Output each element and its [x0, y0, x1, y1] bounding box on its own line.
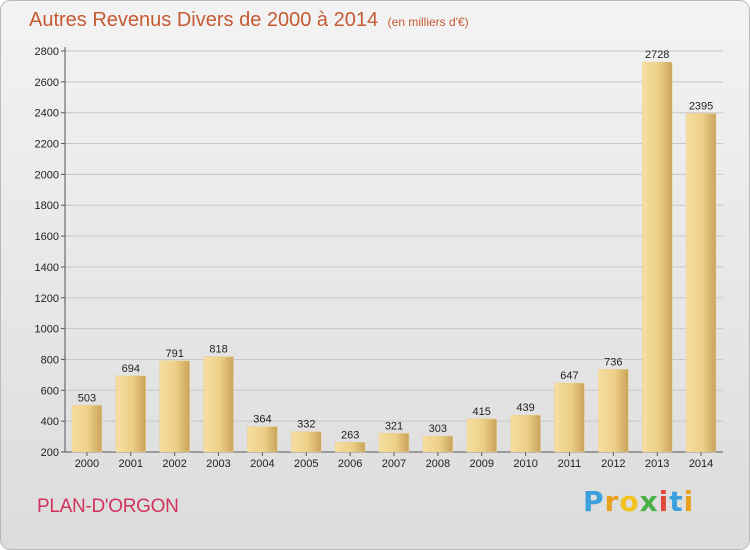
logo-letter: t: [669, 485, 684, 518]
x-tick-label-2010: 2010: [513, 458, 537, 470]
bar-2005: [291, 431, 322, 453]
bars: [71, 61, 717, 453]
logo-letter: i: [658, 485, 670, 518]
x-tick-label-2008: 2008: [426, 458, 450, 470]
y-tick-label: 1800: [35, 200, 59, 212]
city-name: PLAN-D'ORGON: [37, 496, 179, 517]
x-tick-label-2006: 2006: [338, 458, 362, 470]
x-tick-label-2004: 2004: [250, 458, 274, 470]
bar-2007: [378, 433, 410, 453]
y-tick-label: 600: [41, 385, 59, 397]
bar-2000: [71, 405, 103, 453]
value-label-2005: 332: [297, 419, 315, 431]
bar-2003: [203, 356, 234, 453]
value-label-2000: 503: [78, 392, 96, 404]
value-label-2014: 2395: [689, 100, 713, 112]
value-label-2003: 818: [209, 344, 227, 356]
y-tick-label: 2400: [35, 108, 59, 120]
logo-letter: o: [619, 485, 640, 518]
bar-2014: [685, 113, 717, 453]
chart-unit: (en milliers d'€): [387, 15, 469, 29]
bar-2004: [247, 426, 278, 453]
value-label-2013: 2728: [645, 49, 669, 61]
x-tick-label-2012: 2012: [601, 458, 625, 470]
logo-letter: x: [639, 485, 659, 518]
chart-title-text: Autres Revenus Divers de 2000 à 2014: [29, 9, 379, 31]
x-tick-label-2014: 2014: [689, 458, 713, 470]
proxiti-logo: Proxiti: [583, 485, 694, 518]
y-tick-label: 1200: [35, 293, 59, 305]
y-tick-label: 2800: [35, 46, 59, 58]
value-label-2002: 791: [165, 348, 183, 360]
bar-2001: [115, 375, 146, 453]
y-tick-label: 2200: [35, 139, 59, 151]
y-tick-label: 2000: [35, 169, 59, 181]
y-tick-label: 2600: [35, 77, 59, 89]
bar-2012: [598, 369, 629, 453]
logo-letter: P: [583, 485, 605, 518]
value-label-2009: 415: [473, 406, 491, 418]
chart-title: Autres Revenus Divers de 2000 à 2014 (en…: [29, 9, 469, 32]
y-tick-label: 1000: [35, 324, 59, 336]
y-tick-label: 1400: [35, 262, 59, 274]
value-label-2007: 321: [385, 420, 403, 432]
y-tick-label: 200: [41, 447, 59, 459]
value-label-2004: 364: [253, 414, 271, 426]
x-tick-label-2002: 2002: [162, 458, 186, 470]
bar-2011: [554, 382, 585, 453]
labels: 200 400 600 800 1000 1200 1400 1600 1800 2000 2200…: [35, 46, 714, 470]
value-label-2008: 303: [429, 423, 447, 435]
value-label-2006: 263: [341, 429, 359, 441]
x-tick-label-2011: 2011: [558, 458, 582, 470]
x-tick-label-2001: 2001: [119, 458, 143, 470]
bar-2009: [466, 418, 497, 453]
value-label-2010: 439: [516, 402, 534, 414]
bar-2008: [422, 435, 454, 453]
bar-2013: [642, 61, 673, 453]
y-tick-label: 400: [41, 416, 59, 428]
value-label-2001: 694: [122, 363, 140, 375]
logo-letter: r: [604, 485, 620, 518]
x-tick-label-2009: 2009: [469, 458, 493, 470]
x-tick-label-2013: 2013: [645, 458, 669, 470]
x-tick-label-2003: 2003: [206, 458, 230, 470]
bar-2010: [510, 414, 541, 453]
y-tick-label: 1600: [35, 231, 59, 243]
x-tick-label-2000: 2000: [75, 458, 99, 470]
x-tick-label-2007: 2007: [382, 458, 406, 470]
x-tick-label-2005: 2005: [294, 458, 318, 470]
value-label-2011: 647: [560, 370, 578, 382]
value-label-2012: 736: [604, 356, 622, 368]
bar-2002: [159, 360, 190, 453]
y-tick-label: 800: [41, 354, 59, 366]
logo-letter: i: [683, 485, 695, 518]
bar-2006: [334, 442, 366, 453]
